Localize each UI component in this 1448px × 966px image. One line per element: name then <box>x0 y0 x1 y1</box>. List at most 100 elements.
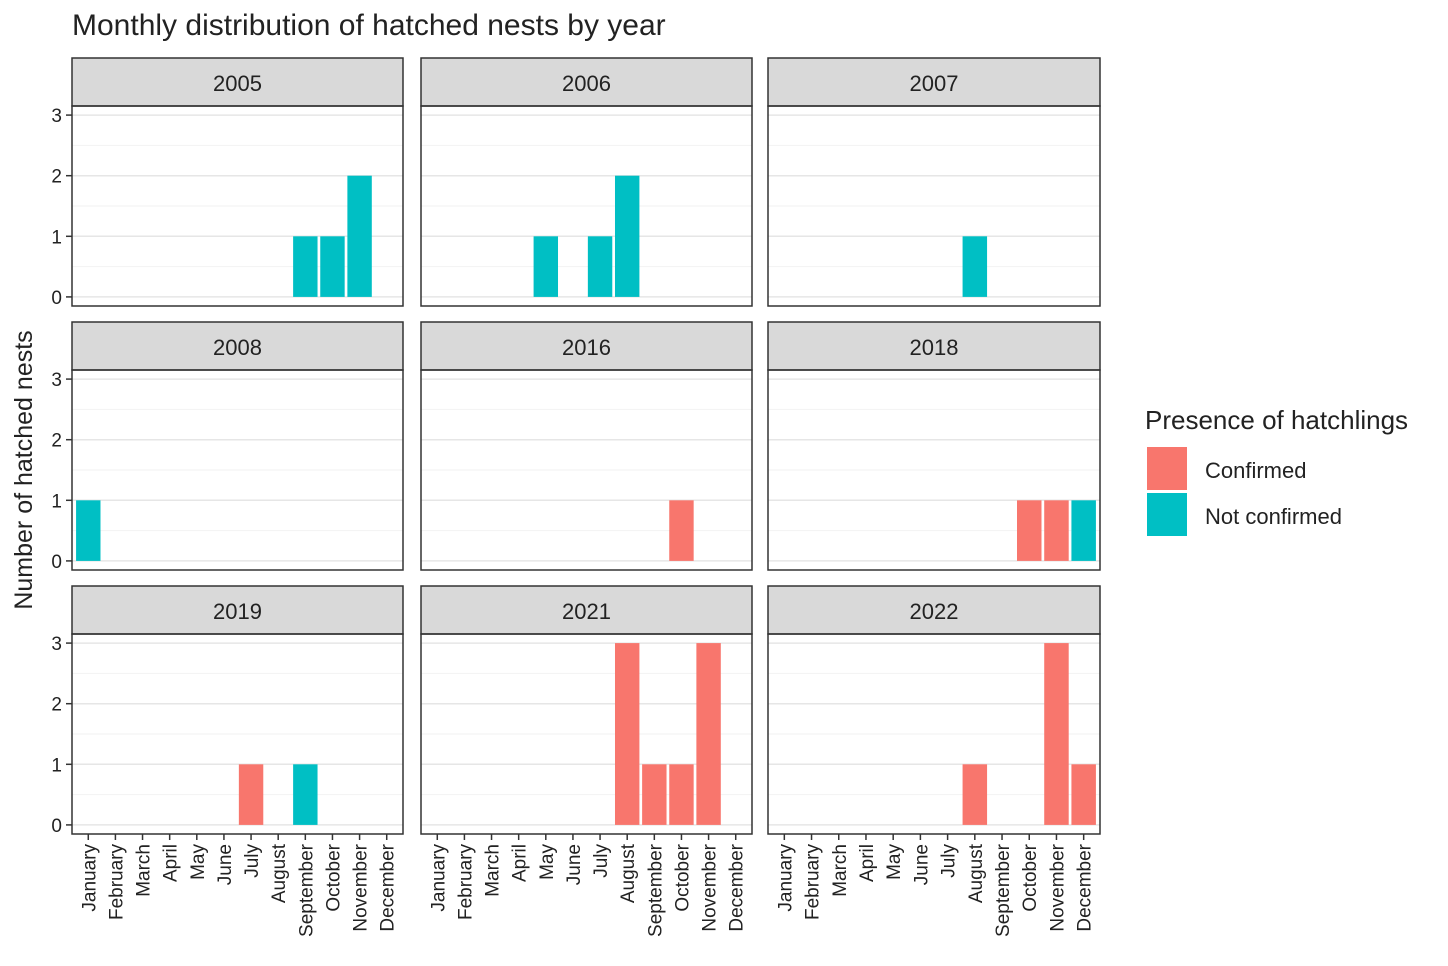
bar <box>696 643 721 825</box>
panel-border <box>420 633 753 835</box>
x-tick-label: March <box>483 844 504 897</box>
panel-border <box>767 633 1101 835</box>
strip <box>767 321 1101 371</box>
bar <box>614 643 640 825</box>
strip <box>420 57 753 107</box>
bar <box>614 175 640 297</box>
x-tick-label: May <box>537 844 558 880</box>
x-tick-label: April <box>161 844 182 882</box>
strip <box>420 585 753 635</box>
y-tick-label: 3 <box>51 634 62 655</box>
strip-label: 2006 <box>562 71 611 96</box>
panel-border <box>767 105 1101 307</box>
bar <box>642 764 667 825</box>
x-tick-label: August <box>966 843 987 903</box>
bar <box>962 236 988 297</box>
legend-label: Not confirmed <box>1205 504 1342 529</box>
y-tick-label: 2 <box>51 167 62 188</box>
bar <box>1017 500 1042 561</box>
x-tick-label: November <box>351 843 372 931</box>
x-tick-label: January <box>775 844 796 912</box>
x-tick-label: April <box>857 844 878 882</box>
panel-border <box>71 369 404 571</box>
y-tick-label: 2 <box>51 431 62 452</box>
legend-key <box>1147 447 1187 490</box>
bar <box>238 764 264 825</box>
bar <box>1044 500 1069 561</box>
strip-label: 2005 <box>213 71 262 96</box>
legend-title: Presence of hatchlings <box>1145 405 1408 435</box>
strip <box>71 57 404 107</box>
strip-label: 2021 <box>562 599 611 624</box>
chart-title: Monthly distribution of hatched nests by… <box>72 9 666 42</box>
x-tick-label: December <box>727 843 748 931</box>
strip <box>420 321 753 371</box>
strip-label: 2007 <box>910 71 959 96</box>
x-tick-label: October <box>1020 843 1041 911</box>
x-tick-label: December <box>1075 843 1096 931</box>
x-tick-label: September <box>993 843 1014 937</box>
x-tick-label: May <box>188 844 209 880</box>
x-tick-label: November <box>700 843 721 931</box>
x-tick-label: December <box>378 843 399 931</box>
strip-label: 2016 <box>562 335 611 360</box>
y-tick-label: 1 <box>51 491 62 512</box>
y-tick-label: 2 <box>51 695 62 716</box>
strip-label: 2019 <box>213 599 262 624</box>
panel-border <box>71 633 404 835</box>
panel-border <box>420 369 753 571</box>
x-tick-label: February <box>106 844 127 921</box>
legend-key <box>1147 493 1187 536</box>
x-tick-label: September <box>296 843 317 937</box>
panel-border <box>767 369 1101 571</box>
bar <box>962 764 988 825</box>
x-tick-label: January <box>428 844 449 912</box>
x-tick-label: February <box>455 844 476 921</box>
bar <box>320 236 345 297</box>
strip-label: 2018 <box>910 335 959 360</box>
x-tick-label: August <box>618 843 639 903</box>
x-tick-label: November <box>1047 843 1068 931</box>
x-tick-label: March <box>830 844 851 897</box>
y-tick-label: 0 <box>51 552 62 573</box>
panel-border <box>420 105 753 307</box>
x-tick-label: October <box>323 843 344 911</box>
x-tick-label: July <box>939 844 960 878</box>
bar <box>669 500 694 561</box>
bar <box>1071 764 1096 825</box>
bar <box>293 764 318 825</box>
panel-border <box>71 105 404 307</box>
strip-label: 2008 <box>213 335 262 360</box>
x-tick-label: June <box>215 844 236 885</box>
bar <box>669 764 694 825</box>
bar <box>76 500 101 561</box>
bar <box>293 236 318 297</box>
x-tick-label: October <box>672 843 693 911</box>
x-tick-label: May <box>884 844 905 880</box>
bar <box>1071 500 1096 561</box>
bar <box>1044 643 1069 825</box>
y-tick-label: 1 <box>51 227 62 248</box>
x-tick-label: February <box>803 844 824 921</box>
bar <box>587 236 613 297</box>
strip <box>767 585 1101 635</box>
strip <box>71 321 404 371</box>
x-tick-label: January <box>79 844 100 912</box>
x-tick-label: September <box>645 843 666 937</box>
strip-label: 2022 <box>910 599 959 624</box>
y-tick-label: 0 <box>51 816 62 837</box>
legend-label: Confirmed <box>1205 458 1306 483</box>
x-tick-label: July <box>242 844 263 878</box>
x-tick-label: April <box>510 844 531 882</box>
y-tick-label: 1 <box>51 755 62 776</box>
strip <box>71 585 404 635</box>
y-tick-label: 3 <box>51 106 62 127</box>
y-tick-label: 0 <box>51 288 62 309</box>
bar <box>533 236 559 297</box>
x-tick-label: June <box>911 844 932 885</box>
y-tick-label: 3 <box>51 370 62 391</box>
bar <box>347 175 372 297</box>
y-axis-label: Number of hatched nests <box>10 330 38 609</box>
x-tick-label: August <box>269 843 290 903</box>
x-tick-label: July <box>591 844 612 878</box>
